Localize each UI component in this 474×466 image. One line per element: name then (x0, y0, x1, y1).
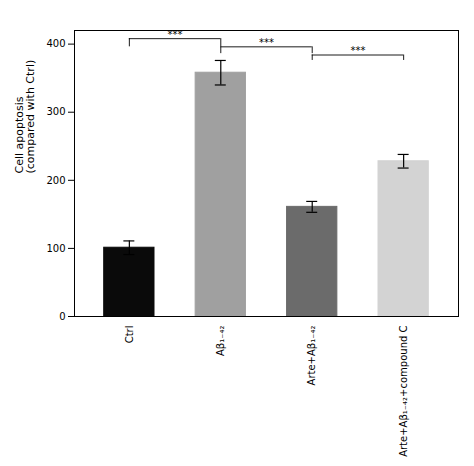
svg-text:100: 100 (46, 243, 65, 254)
svg-text:200: 200 (46, 175, 65, 186)
svg-text:Ctrl: Ctrl (124, 326, 135, 344)
svg-text:Arte+Aβ₁₋₄₂+compound C: Arte+Aβ₁₋₄₂+compound C (398, 325, 409, 456)
svg-text:***: *** (259, 37, 274, 48)
svg-text:***: *** (350, 45, 365, 56)
svg-text:400: 400 (46, 38, 65, 49)
svg-text:Aβ₁₋₄₂: Aβ₁₋₄₂ (215, 326, 226, 357)
svg-text:Cell apoptosis(compared with C: Cell apoptosis(compared with Ctrl) (13, 60, 37, 174)
svg-text:0: 0 (59, 311, 65, 322)
svg-text:300: 300 (46, 106, 65, 117)
svg-text:Arte+Aβ₁₋₄₂: Arte+Aβ₁₋₄₂ (306, 326, 317, 386)
